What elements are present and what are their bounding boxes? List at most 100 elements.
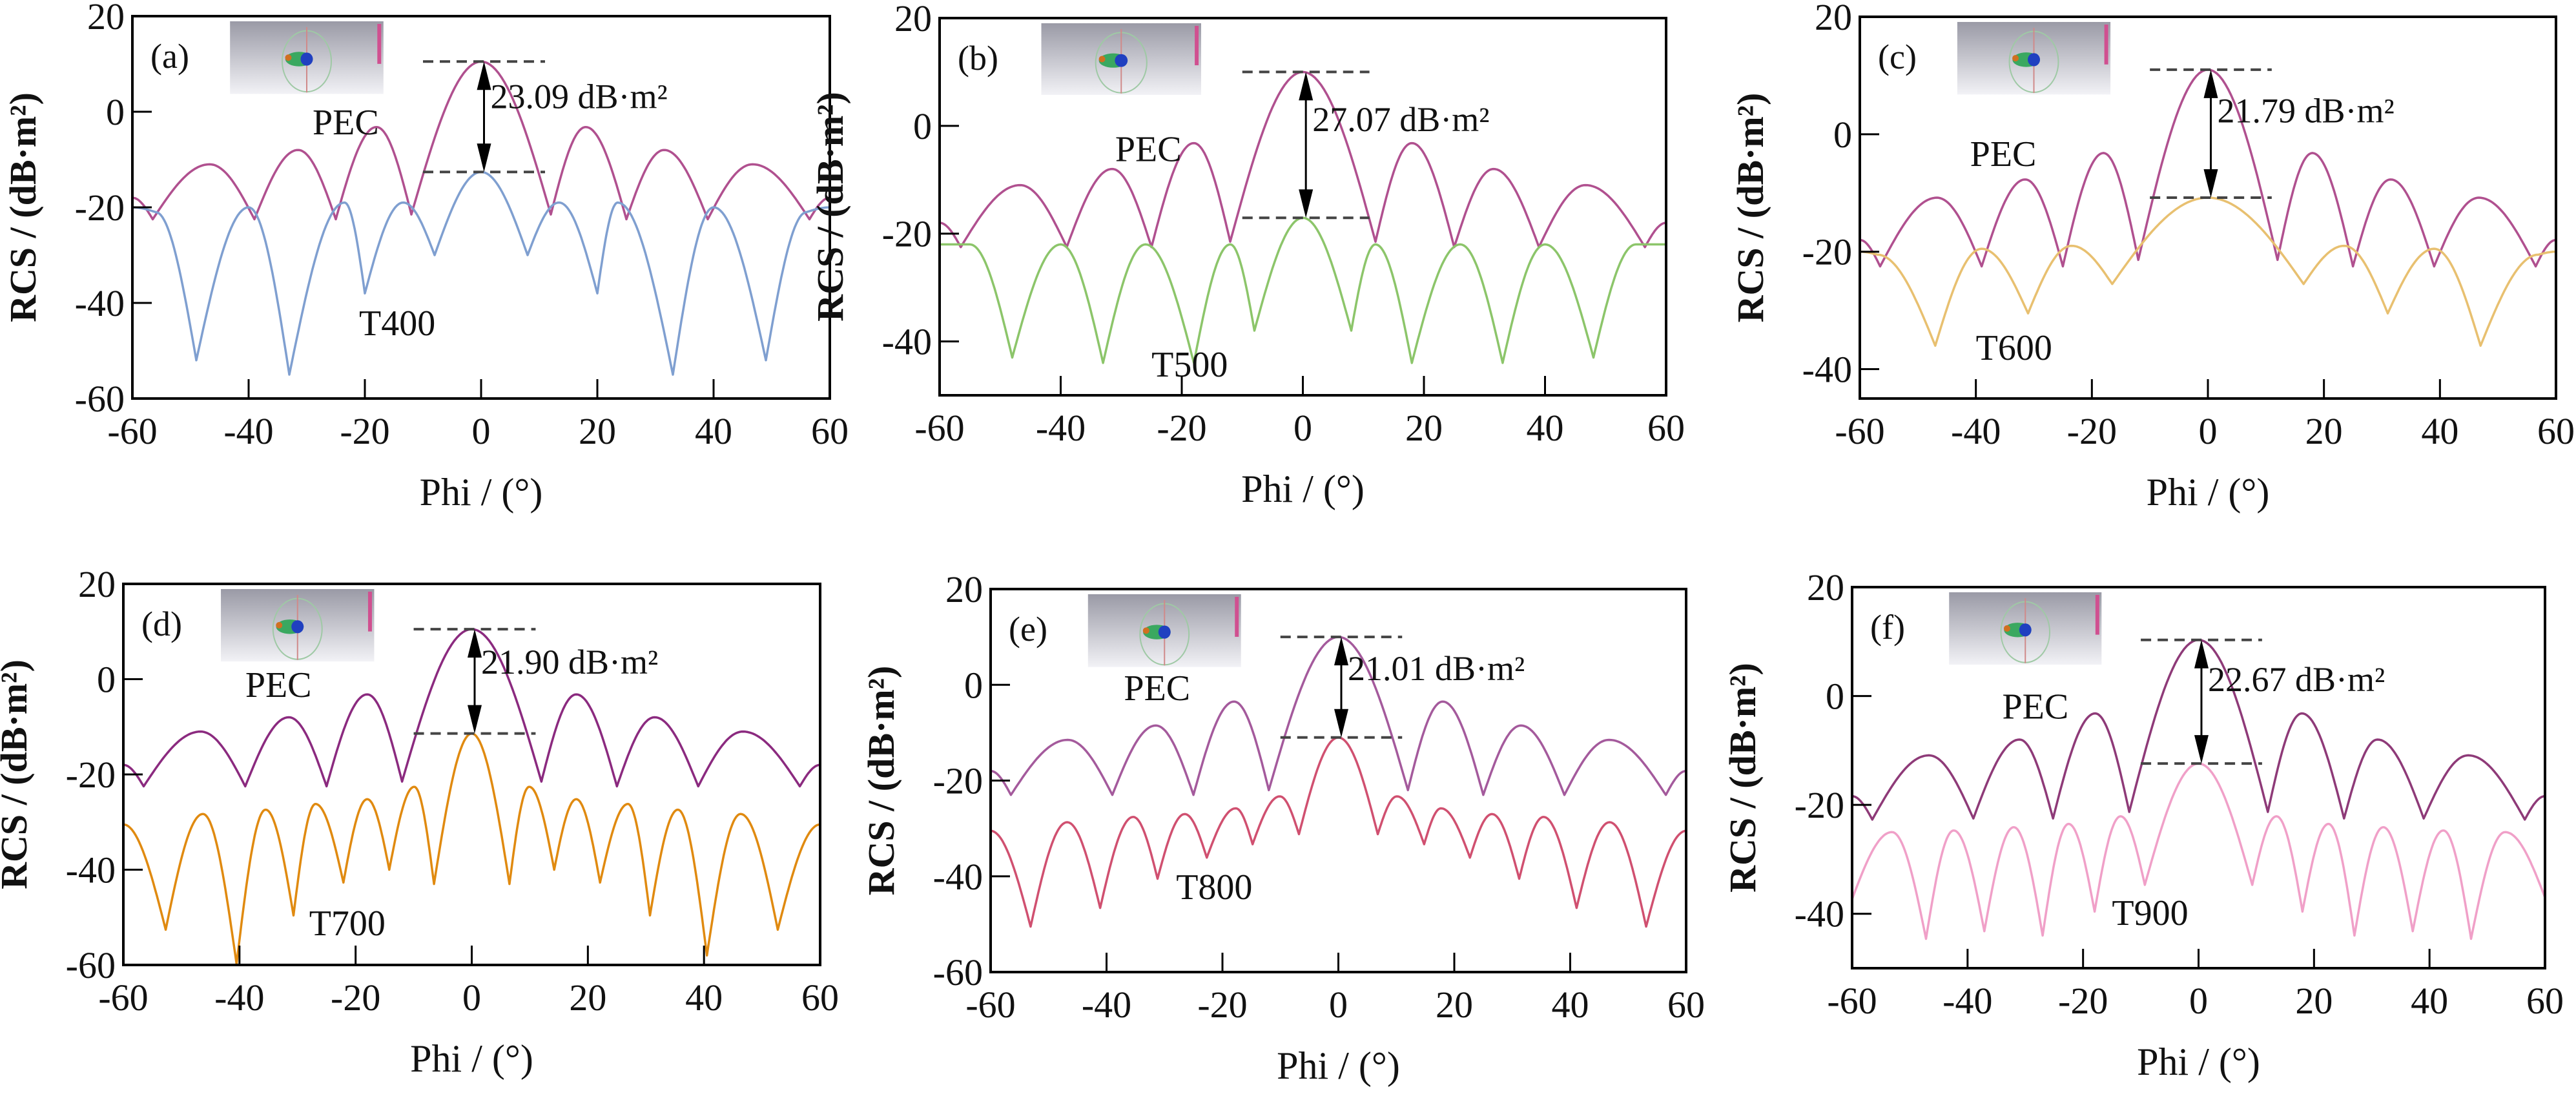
arrow-up-icon xyxy=(477,61,491,90)
series-label-t800: T800 xyxy=(1176,867,1252,907)
series-label-pec: PEC xyxy=(1970,134,2037,174)
series-label-pec: PEC xyxy=(2002,687,2068,727)
inset-lobe-core xyxy=(2019,623,2032,637)
chart-panel-d: PEC T700 21.90 dB·m² -60 -40 -20 0 20 40 60 -60 -40… xyxy=(0,563,839,1080)
x-tick-label: -20 xyxy=(1157,407,1206,449)
inset-rcs-pattern-image xyxy=(1957,22,2111,95)
x-tick-label: 0 xyxy=(462,977,481,1019)
panel-label: (d) xyxy=(141,605,182,643)
y-tick-label: -20 xyxy=(1795,784,1844,826)
x-tick-label: 60 xyxy=(2526,980,2564,1022)
difference-annotation: 23.09 dB·m² xyxy=(423,60,668,174)
x-tick-label: 20 xyxy=(569,977,606,1019)
x-tick-label: -60 xyxy=(1827,980,1877,1022)
x-tick-label: 60 xyxy=(801,977,839,1019)
series-label-t900: T900 xyxy=(2112,893,2188,933)
arrow-down-icon xyxy=(2203,169,2218,198)
panel-label: (c) xyxy=(1878,37,1917,76)
y-tick-label: 0 xyxy=(1833,114,1852,156)
x-tick-label: 40 xyxy=(1527,407,1564,449)
difference-label: 27.07 dB·m² xyxy=(1312,100,1489,139)
x-tick-label: 40 xyxy=(1552,984,1589,1026)
inset-rcs-pattern-image xyxy=(1949,592,2102,665)
x-tick-label: -20 xyxy=(1197,984,1247,1026)
y-tick-label: -60 xyxy=(75,378,125,420)
y-tick-label: -40 xyxy=(1802,349,1852,391)
x-tick-label: 40 xyxy=(2421,410,2458,452)
x-tick-label: 20 xyxy=(579,410,616,452)
x-tick-label: 20 xyxy=(2295,980,2333,1022)
series-line-pec xyxy=(1859,68,2557,268)
x-axis-title: Phi / (°) xyxy=(1241,468,1365,510)
inset-source xyxy=(1142,627,1149,634)
series-label-t700: T700 xyxy=(309,904,386,944)
y-axis-title: RCS / (dB·m²) xyxy=(1722,663,1764,893)
arrow-up-icon xyxy=(2203,69,2218,98)
inset-colorbar xyxy=(367,592,372,632)
x-tick-label: 40 xyxy=(685,977,723,1019)
x-tick-label: 0 xyxy=(1329,984,1348,1026)
series-line-t400 xyxy=(132,171,830,376)
x-tick-label: -40 xyxy=(223,410,273,452)
inset-rcs-pattern-image xyxy=(230,21,384,94)
x-tick-label: -40 xyxy=(1082,984,1131,1026)
x-tick-label: 40 xyxy=(2411,980,2448,1022)
arrow-down-icon xyxy=(2194,735,2209,764)
chart-panel-b: PEC T500 27.07 dB·m² -60 -40 -20 0 20 40 60 -40 -20… xyxy=(809,0,1685,510)
arrow-up-icon xyxy=(1334,637,1348,666)
y-tick-label: 20 xyxy=(894,0,932,39)
y-tick-label: 20 xyxy=(1815,0,1852,38)
difference-annotation: 21.01 dB·m² xyxy=(1280,636,1525,739)
x-axis-title: Phi / (°) xyxy=(410,1037,533,1080)
y-axis-title: RCS / (dB·m²) xyxy=(2,92,44,322)
panel-label: (b) xyxy=(958,39,998,78)
series-line-t500 xyxy=(940,216,1666,364)
x-tick-label: 60 xyxy=(1667,984,1705,1026)
x-tick-label: 0 xyxy=(472,410,491,452)
y-tick-label: -60 xyxy=(66,944,116,986)
x-tick-label: -40 xyxy=(1942,980,1992,1022)
difference-label: 21.90 dB·m² xyxy=(481,643,658,681)
y-tick-label: 0 xyxy=(913,105,932,147)
difference-annotation: 27.07 dB·m² xyxy=(1242,70,1489,220)
difference-label: 21.79 dB·m² xyxy=(2217,92,2394,130)
x-tick-label: 0 xyxy=(2189,980,2208,1022)
x-tick-label: 60 xyxy=(1647,407,1685,449)
y-tick-label: 20 xyxy=(1807,566,1844,608)
inset-lobe-core xyxy=(1115,54,1128,67)
difference-annotation: 22.67 dB·m² xyxy=(2141,638,2385,765)
series-label-t500: T500 xyxy=(1151,345,1228,385)
series-label-pec: PEC xyxy=(1124,669,1190,709)
x-tick-label: 0 xyxy=(1293,407,1312,449)
arrow-down-icon xyxy=(477,143,491,172)
inset-source xyxy=(285,54,292,61)
y-tick-label: -40 xyxy=(66,849,116,891)
x-tick-label: -60 xyxy=(914,407,964,449)
chart-panel-a: PEC T400 23.09 dB·m² -60 -40 -20 0 20 40 60 -60 -40… xyxy=(2,0,849,513)
y-tick-label: 0 xyxy=(97,659,116,701)
y-axis-title: RCS / (dB·m²) xyxy=(809,92,851,322)
y-tick-label: 20 xyxy=(87,0,125,37)
inset-source xyxy=(1098,56,1106,63)
x-axis-title: Phi / (°) xyxy=(2137,1041,2260,1083)
x-tick-label: 20 xyxy=(2305,410,2343,452)
x-tick-label: 0 xyxy=(2199,410,2218,452)
x-tick-label: -20 xyxy=(340,410,389,452)
inset-rcs-pattern-image xyxy=(1087,594,1241,667)
x-tick-label: -60 xyxy=(98,977,148,1019)
x-tick-label: -60 xyxy=(107,410,157,452)
y-tick-label: -40 xyxy=(882,321,932,363)
y-axis-title: RCS / (dB·m²) xyxy=(860,666,902,896)
x-tick-label: -20 xyxy=(331,977,380,1019)
inset-colorbar xyxy=(1195,26,1199,66)
chart-panel-e: PEC T800 21.01 dB·m² -60 -40 -20 0 20 40 60 -60 -40… xyxy=(860,568,1705,1087)
difference-annotation: 21.90 dB·m² xyxy=(413,628,658,735)
chart-panel-f: PEC T900 22.67 dB·m² -60 -40 -20 0 20 40 60 -40 -20… xyxy=(1722,566,2564,1083)
x-axis-title: Phi / (°) xyxy=(420,471,543,513)
y-tick-label: 20 xyxy=(78,563,116,605)
chart-panel-c: PEC T600 21.79 dB·m² -60 -40 -20 0 20 40 60 -40 -20… xyxy=(1729,0,2575,513)
inset-lobe-core xyxy=(300,52,313,66)
x-tick-label: -40 xyxy=(214,977,264,1019)
x-axis-title: Phi / (°) xyxy=(1277,1044,1400,1087)
